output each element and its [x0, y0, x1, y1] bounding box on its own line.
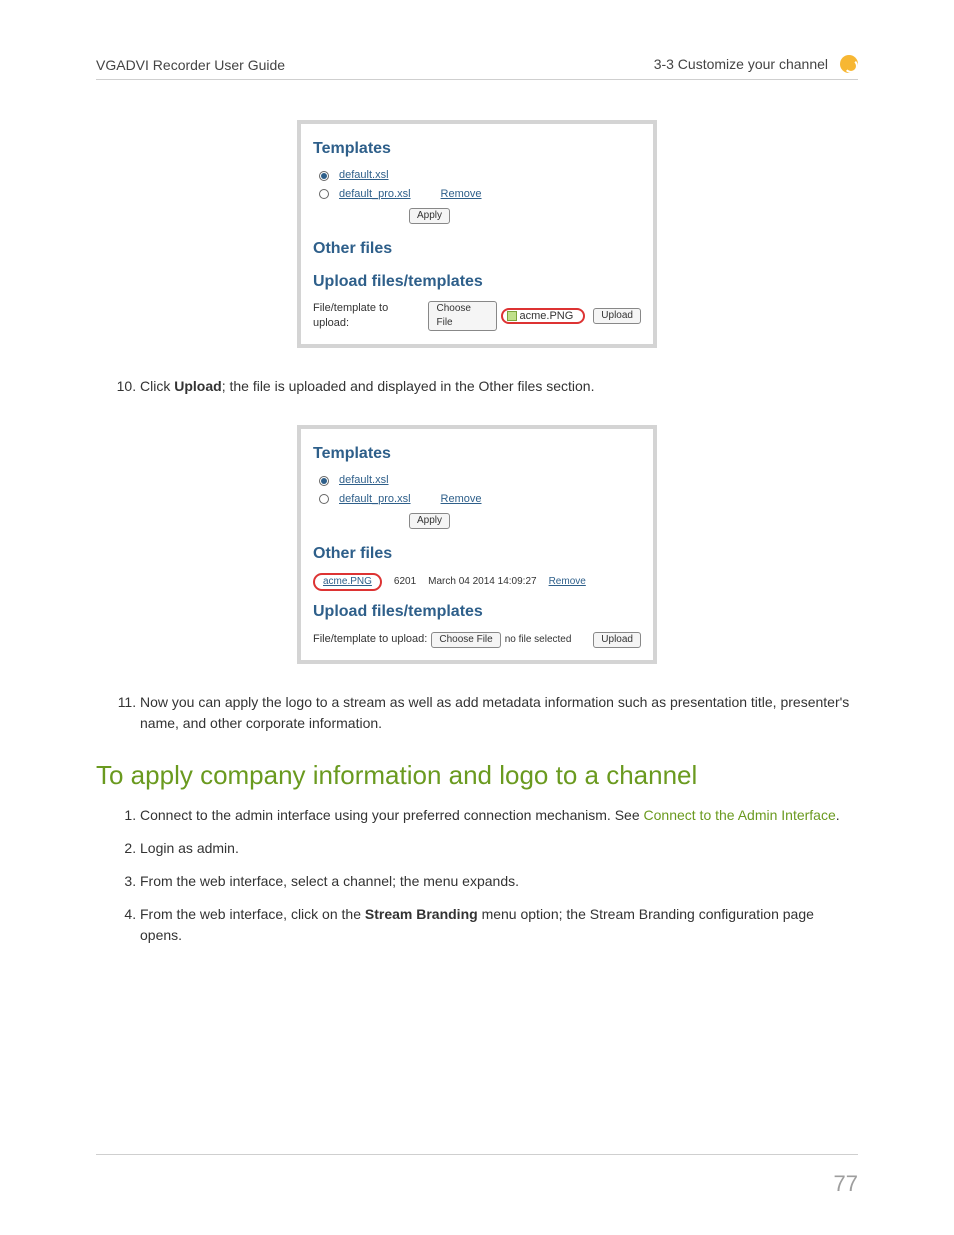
apply-button-2[interactable]: Apply: [409, 513, 450, 529]
upload-heading-2: Upload files/templates: [313, 601, 641, 623]
link-default-pro-xsl-2[interactable]: default_pro.xsl: [339, 492, 411, 507]
steps-11: Now you can apply the logo to a stream a…: [96, 692, 858, 734]
no-file-selected: no file selected: [505, 633, 572, 647]
other-files-heading-2: Other files: [313, 543, 641, 565]
step-10: Click Upload; the file is uploaded and d…: [140, 376, 858, 397]
choose-file-button-2[interactable]: Choose File: [431, 632, 500, 648]
chosen-file-callout: acme.PNG: [501, 308, 586, 324]
other-files-heading: Other files: [313, 238, 641, 260]
choose-file-button[interactable]: Choose File: [428, 301, 496, 331]
apply-logo-steps: Connect to the admin interface using you…: [96, 805, 858, 946]
uploaded-file-callout: acme.PNG: [313, 573, 382, 591]
apply-step-4: From the web interface, click on the Str…: [140, 904, 858, 946]
link-default-xsl-2[interactable]: default.xsl: [339, 473, 389, 488]
file-thumb-icon: [507, 311, 517, 321]
s4-bold: Stream Branding: [365, 906, 478, 922]
section-heading-apply-logo: To apply company information and logo to…: [96, 760, 858, 791]
remove-template-link-2[interactable]: Remove: [441, 492, 482, 507]
uploaded-file-link[interactable]: acme.PNG: [323, 576, 372, 587]
step10-post: ; the file is uploaded and displayed in …: [222, 378, 595, 394]
radio-default-xsl-2[interactable]: [319, 476, 329, 486]
step-11: Now you can apply the logo to a stream a…: [140, 692, 858, 734]
header-right: 3-3 Customize your channel: [654, 56, 828, 72]
upload-heading: Upload files/templates: [313, 271, 641, 293]
step10-bold: Upload: [174, 378, 221, 394]
screenshot-before-upload: Templates default.xsl default_pro.xsl Re…: [297, 120, 657, 348]
uploaded-file-date: March 04 2014 14:09:27: [428, 575, 536, 589]
s1-pre: Connect to the admin interface using you…: [140, 807, 644, 823]
footer-divider: [96, 1154, 858, 1155]
upload-label: File/template to upload:: [313, 301, 424, 332]
templates-heading: Templates: [313, 138, 641, 160]
s1-post: .: [836, 807, 840, 823]
doc-header: VGADVI Recorder User Guide 3-3 Customize…: [96, 55, 858, 80]
connect-admin-link[interactable]: Connect to the Admin Interface: [644, 807, 836, 823]
chosen-filename: acme.PNG: [520, 309, 574, 324]
radio-default-pro-xsl-2[interactable]: [319, 494, 329, 504]
apply-step-2: Login as admin.: [140, 838, 858, 859]
link-default-xsl[interactable]: default.xsl: [339, 168, 389, 183]
apply-step-1: Connect to the admin interface using you…: [140, 805, 858, 826]
templates-heading-2: Templates: [313, 443, 641, 465]
header-left: VGADVI Recorder User Guide: [96, 57, 285, 73]
page-number: 77: [834, 1171, 858, 1197]
uploaded-file-size: 6201: [394, 575, 416, 589]
remove-template-link[interactable]: Remove: [441, 187, 482, 202]
upload-button-2[interactable]: Upload: [593, 632, 641, 648]
uploaded-file-remove[interactable]: Remove: [549, 575, 586, 589]
s4-pre: From the web interface, click on the: [140, 906, 365, 922]
apply-button[interactable]: Apply: [409, 208, 450, 224]
radio-default-pro-xsl[interactable]: [319, 189, 329, 199]
link-default-pro-xsl[interactable]: default_pro.xsl: [339, 187, 411, 202]
screenshot-after-upload: Templates default.xsl default_pro.xsl Re…: [297, 425, 657, 664]
radio-default-xsl[interactable]: [319, 171, 329, 181]
upload-label-2: File/template to upload:: [313, 632, 427, 647]
brand-reload-icon: [840, 55, 858, 73]
apply-step-3: From the web interface, select a channel…: [140, 871, 858, 892]
upload-button[interactable]: Upload: [593, 308, 641, 324]
steps-10-11: Click Upload; the file is uploaded and d…: [96, 376, 858, 397]
step10-pre: Click: [140, 378, 174, 394]
